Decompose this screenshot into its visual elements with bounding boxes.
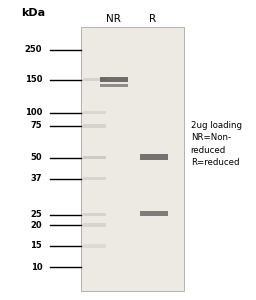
Bar — [140, 211, 168, 216]
Text: 250: 250 — [25, 45, 42, 54]
Bar — [83, 110, 106, 114]
Text: kDa: kDa — [21, 8, 45, 19]
Bar — [83, 176, 106, 180]
Bar — [140, 154, 168, 160]
Bar — [83, 77, 106, 81]
Text: 150: 150 — [25, 75, 42, 84]
Text: 20: 20 — [31, 220, 42, 230]
Text: 50: 50 — [31, 153, 42, 162]
Bar — [81, 27, 184, 291]
Text: NR: NR — [106, 14, 121, 25]
Text: R: R — [149, 14, 156, 25]
Bar — [83, 155, 106, 160]
Text: 100: 100 — [25, 108, 42, 117]
Text: 75: 75 — [31, 122, 42, 130]
Bar — [83, 223, 106, 227]
Bar — [100, 83, 128, 87]
Bar — [83, 124, 106, 128]
Text: 15: 15 — [30, 242, 42, 250]
Text: 2ug loading
NR=Non-
reduced
R=reduced: 2ug loading NR=Non- reduced R=reduced — [191, 121, 242, 167]
Text: 25: 25 — [30, 210, 42, 219]
Bar — [83, 212, 106, 217]
Bar — [83, 244, 106, 248]
Text: 10: 10 — [31, 262, 42, 272]
Bar — [100, 77, 128, 82]
Text: 37: 37 — [31, 174, 42, 183]
